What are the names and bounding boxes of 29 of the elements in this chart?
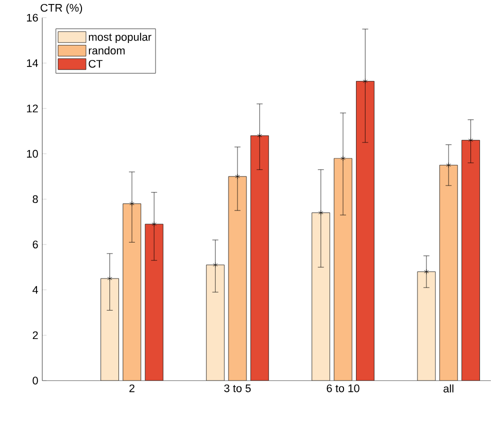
legend-label: random	[88, 46, 125, 54]
x-tick-label: all	[444, 384, 454, 392]
y-tick-label: 4	[32, 286, 38, 294]
bar	[100, 278, 119, 381]
bar	[312, 212, 330, 381]
bar	[334, 158, 352, 381]
bar	[417, 272, 436, 381]
bar	[145, 224, 164, 381]
bar	[228, 176, 247, 381]
y-tick-label: 6	[32, 240, 38, 248]
y-axis-title: CTR (%)	[40, 4, 82, 14]
y-tick-label: 12	[27, 104, 38, 112]
bar	[122, 203, 142, 381]
y-tick-label: 8	[32, 195, 38, 204]
legend-label: most popular	[88, 32, 152, 44]
y-tick-label: 0	[32, 376, 38, 384]
x-tick-label: 3 to 5	[224, 384, 251, 392]
bar	[206, 264, 224, 381]
bar	[439, 164, 458, 381]
bar	[462, 140, 480, 381]
x-tick-label: 6 to 10	[326, 384, 360, 392]
y-tick-label: 10	[27, 150, 38, 158]
y-tick-label: 2	[32, 331, 38, 340]
legend-label: CT	[88, 60, 103, 68]
x-tick-label: 2	[129, 384, 134, 392]
y-tick-label: 16	[27, 14, 38, 22]
bar	[250, 136, 269, 381]
bar	[356, 81, 374, 381]
y-tick-label: 14	[27, 59, 38, 67]
